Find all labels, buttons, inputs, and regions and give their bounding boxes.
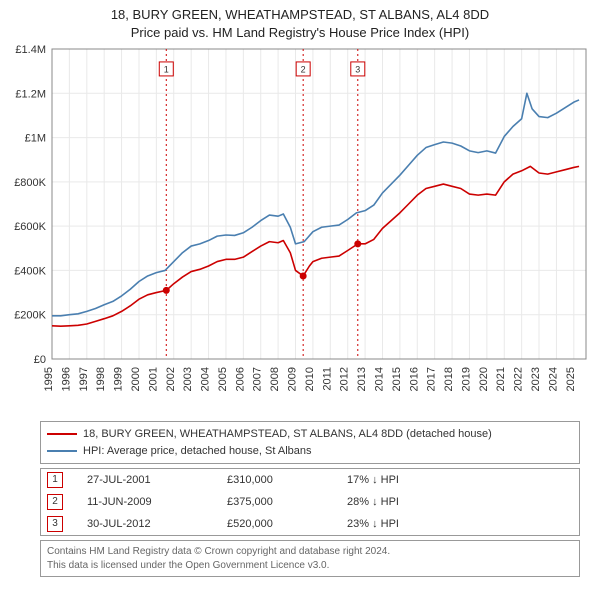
y-tick-label: £600K [14, 221, 46, 233]
event-date: 27-JUL-2001 [81, 469, 221, 491]
event-point [354, 240, 361, 247]
x-tick-label: 2018 [443, 367, 455, 391]
y-tick-label: £0 [34, 354, 46, 366]
event-row-badge: 2 [47, 494, 63, 510]
x-tick-label: 2008 [269, 367, 281, 391]
event-date: 30-JUL-2012 [81, 513, 221, 535]
x-tick-label: 1998 [95, 367, 107, 391]
x-tick-label: 2006 [234, 367, 246, 391]
x-tick-label: 2019 [460, 367, 472, 391]
chart-title-block: 18, BURY GREEN, WHEATHAMPSTEAD, ST ALBAN… [0, 0, 600, 43]
title-line-2: Price paid vs. HM Land Registry's House … [10, 24, 590, 42]
x-tick-label: 2020 [478, 367, 490, 391]
x-tick-label: 2011 [321, 367, 333, 391]
title-line-1: 18, BURY GREEN, WHEATHAMPSTEAD, ST ALBAN… [10, 6, 590, 24]
event-row-badge: 1 [47, 472, 63, 488]
legend-swatch [47, 433, 77, 435]
x-tick-label: 2021 [495, 367, 507, 391]
credits-line-1: Contains HM Land Registry data © Crown c… [47, 545, 573, 559]
x-tick-label: 2025 [565, 367, 577, 391]
x-tick-label: 2013 [356, 367, 368, 391]
x-tick-label: 1999 [113, 367, 125, 391]
events-row: 2 11-JUN-2009£375,00028% ↓ HPI [41, 491, 579, 513]
y-tick-label: £1M [25, 133, 46, 145]
event-delta: 28% ↓ HPI [341, 491, 579, 513]
events-row: 1 27-JUL-2001£310,00017% ↓ HPI [41, 469, 579, 491]
credits-box: Contains HM Land Registry data © Crown c… [40, 540, 580, 577]
y-tick-label: £200K [14, 310, 46, 322]
event-badge-label: 2 [301, 65, 306, 75]
event-date: 11-JUN-2009 [81, 491, 221, 513]
event-delta: 17% ↓ HPI [341, 469, 579, 491]
x-tick-label: 2005 [217, 367, 229, 391]
event-badge-label: 3 [355, 65, 360, 75]
x-tick-label: 2009 [287, 367, 299, 391]
x-tick-label: 2001 [147, 367, 159, 391]
x-tick-label: 2004 [200, 367, 212, 391]
x-tick-label: 2012 [339, 367, 351, 391]
legend-box: 18, BURY GREEN, WHEATHAMPSTEAD, ST ALBAN… [40, 421, 580, 464]
x-tick-label: 2003 [182, 367, 194, 391]
x-tick-label: 2024 [547, 367, 559, 391]
event-badge-label: 1 [164, 65, 169, 75]
chart-area: £0 £200K £400K £600K £800K £1M £1.2M £1.4M 1995 1… [0, 43, 600, 415]
x-tick-label: 1996 [60, 367, 72, 391]
legend-swatch [47, 450, 77, 452]
x-tick-label: 2002 [165, 367, 177, 391]
x-tick-label: 2014 [373, 367, 385, 391]
y-tick-label: £400K [14, 266, 46, 278]
chart-svg: £0 £200K £400K £600K £800K £1M £1.2M £1.4M 1995 1… [0, 43, 600, 415]
event-point [300, 273, 307, 280]
event-price: £520,000 [221, 513, 341, 535]
events-row: 3 30-JUL-2012£520,00023% ↓ HPI [41, 513, 579, 535]
events-table: 1 27-JUL-2001£310,00017% ↓ HPI 2 11-JUN-200… [41, 469, 579, 535]
events-box: 1 27-JUL-2001£310,00017% ↓ HPI 2 11-JUN-200… [40, 468, 580, 536]
x-tick-label: 1997 [78, 367, 90, 391]
x-tick-label: 2015 [391, 367, 403, 391]
x-tick-label: 1995 [43, 367, 55, 391]
legend-label: 18, BURY GREEN, WHEATHAMPSTEAD, ST ALBAN… [83, 426, 492, 443]
x-tick-label: 2007 [252, 367, 264, 391]
y-tick-label: £1.4M [15, 44, 46, 56]
event-point [163, 287, 170, 294]
x-tick-label: 2010 [304, 367, 316, 391]
x-tick-label: 2000 [130, 367, 142, 391]
x-tick-label: 2023 [530, 367, 542, 391]
x-tick-label: 2016 [408, 367, 420, 391]
credits-line-2: This data is licensed under the Open Gov… [47, 559, 573, 573]
legend-label: HPI: Average price, detached house, St A… [83, 443, 312, 460]
event-price: £375,000 [221, 491, 341, 513]
x-tick-label: 2022 [513, 367, 525, 391]
event-delta: 23% ↓ HPI [341, 513, 579, 535]
event-price: £310,000 [221, 469, 341, 491]
legend-row: HPI: Average price, detached house, St A… [47, 443, 573, 460]
y-tick-label: £1.2M [15, 88, 46, 100]
x-tick-label: 2017 [426, 367, 438, 391]
legend-row: 18, BURY GREEN, WHEATHAMPSTEAD, ST ALBAN… [47, 426, 573, 443]
event-row-badge: 3 [47, 516, 63, 532]
y-tick-label: £800K [14, 177, 46, 189]
